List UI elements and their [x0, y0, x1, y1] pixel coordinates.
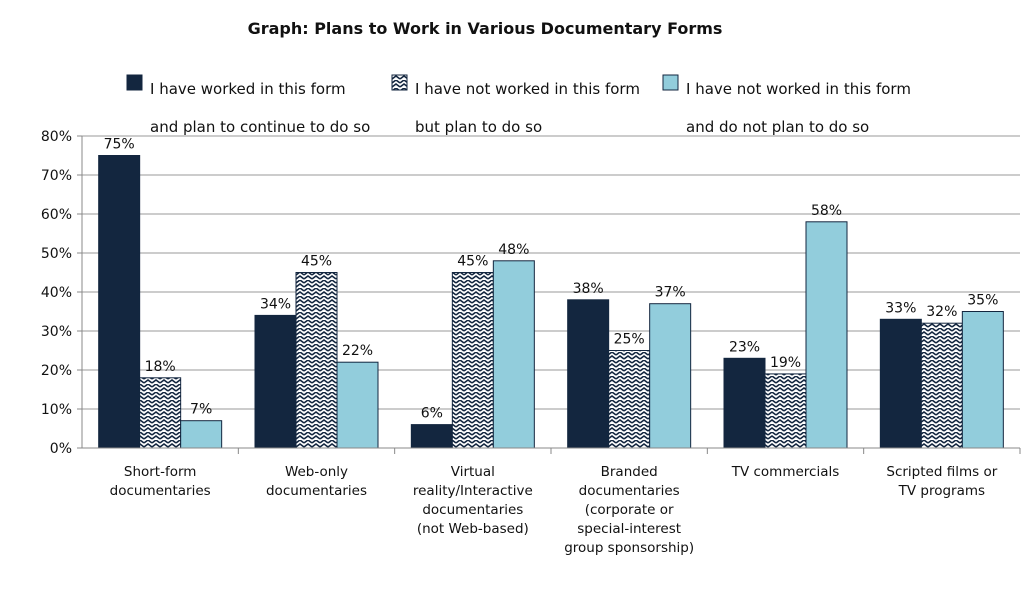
x-tick-label-line: Web-only: [285, 464, 348, 480]
x-tick-label-line: documentaries: [422, 502, 523, 518]
y-tick-label: 80%: [41, 129, 72, 145]
data-label: 34%: [260, 296, 291, 312]
data-label: 32%: [926, 304, 957, 320]
data-label: 22%: [342, 343, 373, 359]
bar: [920, 322, 963, 449]
legend: I have worked in this form and plan to co…: [126, 74, 911, 136]
bar: [295, 272, 338, 449]
bar: [879, 318, 922, 449]
data-label: 35%: [967, 293, 998, 309]
data-label: 45%: [457, 254, 488, 270]
legend-swatch: [391, 74, 408, 91]
bar: [180, 420, 223, 449]
data-label: 6%: [421, 406, 443, 422]
x-tick-label-line: documentaries: [110, 483, 211, 499]
bar: [451, 272, 494, 449]
bar: [139, 377, 182, 449]
data-label: 33%: [885, 300, 916, 316]
x-tick-label-line: documentaries: [266, 483, 367, 499]
x-tick-label-line: TV commercials: [731, 464, 840, 480]
y-tick-label: 60%: [41, 207, 72, 223]
legend-label: and do not plan to do so: [686, 118, 869, 136]
bar: [723, 357, 766, 449]
x-tick-label: Scripted films or TV programs: [886, 464, 997, 499]
bar: [336, 361, 379, 449]
x-tick-label: TV commercials: [731, 464, 840, 480]
axes: 0% 10% 20% 30% 40% 50% 60% 70% 80% Short-form docu…: [41, 129, 1021, 556]
x-tick-label-line: TV programs: [898, 483, 985, 499]
legend-label: but plan to do so: [415, 118, 542, 136]
data-label: 7%: [190, 402, 212, 418]
legend-label: I have not worked in this form: [686, 80, 911, 98]
gridlines: [82, 135, 1020, 410]
bar: [98, 155, 141, 449]
x-tick-label-line: special-interest: [577, 521, 681, 537]
data-label: 23%: [729, 339, 760, 355]
data-label: 25%: [614, 332, 645, 348]
y-tick-label: 20%: [41, 363, 72, 379]
y-tick-label: 70%: [41, 168, 72, 184]
y-tick-label: 50%: [41, 246, 72, 262]
y-tick-label: 30%: [41, 324, 72, 340]
x-tick-label-line: Branded: [601, 464, 658, 480]
legend-label: and plan to continue to do so: [150, 118, 370, 136]
data-label: 75%: [104, 137, 135, 153]
data-label: 19%: [770, 355, 801, 371]
x-tick-label: Short-form documentaries: [110, 464, 211, 499]
data-label: 38%: [573, 281, 604, 297]
y-tick-label: 10%: [41, 402, 72, 418]
x-tick-label-line: (corporate or: [585, 502, 674, 518]
x-tick-label-line: (not Web-based): [417, 521, 529, 537]
x-tick-label: Branded documentaries (corporate or special…: [564, 464, 694, 556]
data-label: 58%: [811, 203, 842, 219]
bar: [805, 221, 848, 449]
legend-swatch: [126, 74, 143, 91]
data-label: 37%: [655, 285, 686, 301]
y-tick-label: 0%: [50, 441, 72, 457]
bar: [567, 299, 610, 449]
bar: [764, 373, 807, 449]
x-tick-label-line: Virtual: [451, 464, 495, 480]
data-label: 18%: [145, 359, 176, 375]
legend-label: I have not worked in this form: [415, 80, 640, 98]
bar: [961, 311, 1004, 449]
x-tick-label: Virtual reality/Interactive documentaries (…: [413, 464, 533, 537]
chart-title: Graph: Plans to Work in Various Document…: [248, 19, 723, 38]
bar: [410, 424, 453, 449]
data-label: 48%: [498, 242, 529, 258]
bar: [608, 350, 651, 449]
x-tick-label-line: Scripted films or: [886, 464, 997, 480]
bar: [649, 303, 692, 449]
data-label: 45%: [301, 254, 332, 270]
y-tick-label: 40%: [41, 285, 72, 301]
bar: [254, 314, 297, 449]
legend-label: I have worked in this form: [150, 80, 346, 98]
legend-swatch: [662, 74, 679, 91]
bar: [492, 260, 535, 449]
x-tick-label-line: group sponsorship): [564, 540, 694, 556]
x-tick-label: Web-only documentaries: [266, 464, 367, 499]
x-tick-label-line: Short-form: [124, 464, 197, 480]
x-tick-label-line: reality/Interactive: [413, 483, 533, 499]
x-tick-label-line: documentaries: [579, 483, 680, 499]
bars: 75% 18% 7% 34% 45% 22% 6% 45% 48% 38% 25% 37% 23% 19%…: [98, 137, 1004, 449]
